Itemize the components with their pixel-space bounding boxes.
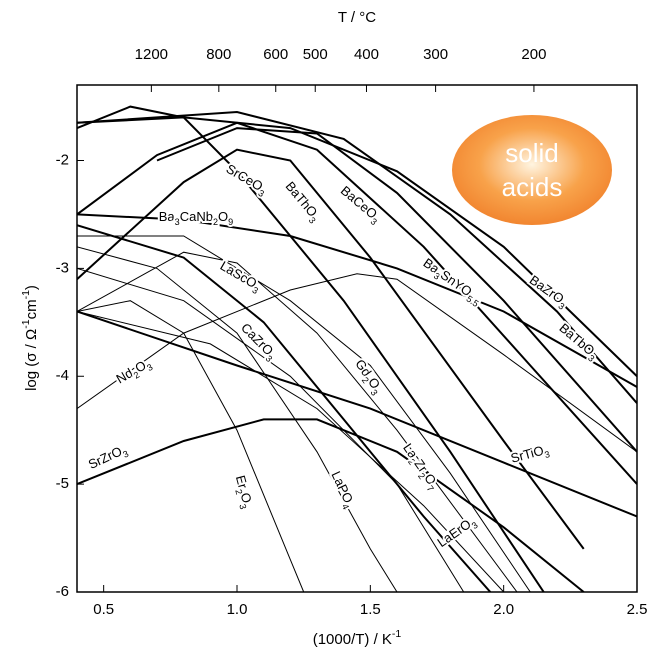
x-tick-label: 1.0 — [227, 601, 248, 618]
series-line — [77, 148, 585, 550]
series-label: BaZrO3 — [525, 273, 571, 313]
series-line — [77, 310, 637, 518]
x-tick-label: 2.5 — [627, 601, 648, 618]
series-line — [77, 235, 531, 592]
series-line — [156, 127, 637, 453]
annotation-text: solid — [505, 138, 558, 168]
series-label: Ba3CaNb2O9 — [159, 209, 233, 227]
top-axis-label: T / °C — [338, 9, 376, 26]
curves — [77, 105, 637, 592]
series-label: La2Zr2O7 — [397, 441, 442, 494]
series-label: SrCeO3 — [222, 161, 270, 199]
plot-frame — [76, 84, 638, 593]
x-tick-label: 1.5 — [360, 601, 381, 618]
top-tick-label: 800 — [206, 46, 231, 63]
y-axis-label: log (σ / Ω-1cm-1) — [20, 285, 40, 391]
series-line — [77, 110, 637, 404]
series-label: BaTbO3 — [554, 321, 601, 364]
series-label: SrTiO3 — [509, 442, 551, 469]
series-line — [77, 251, 518, 592]
series-line — [77, 121, 637, 485]
top-tick-label: 1200 — [135, 46, 168, 63]
x-tick-label: 0.5 — [93, 601, 114, 618]
top-tick-label: 500 — [303, 46, 328, 63]
series-label: LaPO4 — [325, 469, 357, 511]
y-tick-label: -4 — [56, 367, 69, 384]
series-line — [77, 418, 585, 592]
series-line — [77, 246, 398, 592]
y-tick-label: -6 — [56, 583, 69, 600]
top-tick-label: 600 — [263, 46, 288, 63]
x-axis-label: (1000/T) / K-1 — [313, 628, 402, 648]
series-line — [77, 300, 305, 592]
series-label: Gd2O3 — [350, 357, 386, 398]
annotation-bubble — [452, 115, 612, 225]
series-line — [77, 105, 545, 592]
y-tick-label: -3 — [56, 259, 69, 276]
series-line — [77, 116, 637, 378]
annotation-text: acids — [502, 172, 563, 202]
series-line — [77, 213, 637, 388]
series-line — [77, 224, 492, 592]
series-label: Nd2O3 — [114, 355, 155, 389]
series-line — [77, 267, 465, 592]
series-label: SrZrO3 — [86, 442, 130, 475]
top-tick-label: 400 — [354, 46, 379, 63]
y-tick-label: -5 — [56, 475, 69, 492]
series-label: BaThO3 — [280, 179, 323, 226]
y-tick-label: -2 — [56, 151, 69, 168]
series-line — [77, 311, 505, 592]
x-tick-label: 2.0 — [493, 601, 514, 618]
top-tick-label: 300 — [423, 46, 448, 63]
series-label: Er2O3 — [230, 474, 256, 511]
top-tick-label: 200 — [521, 46, 546, 63]
